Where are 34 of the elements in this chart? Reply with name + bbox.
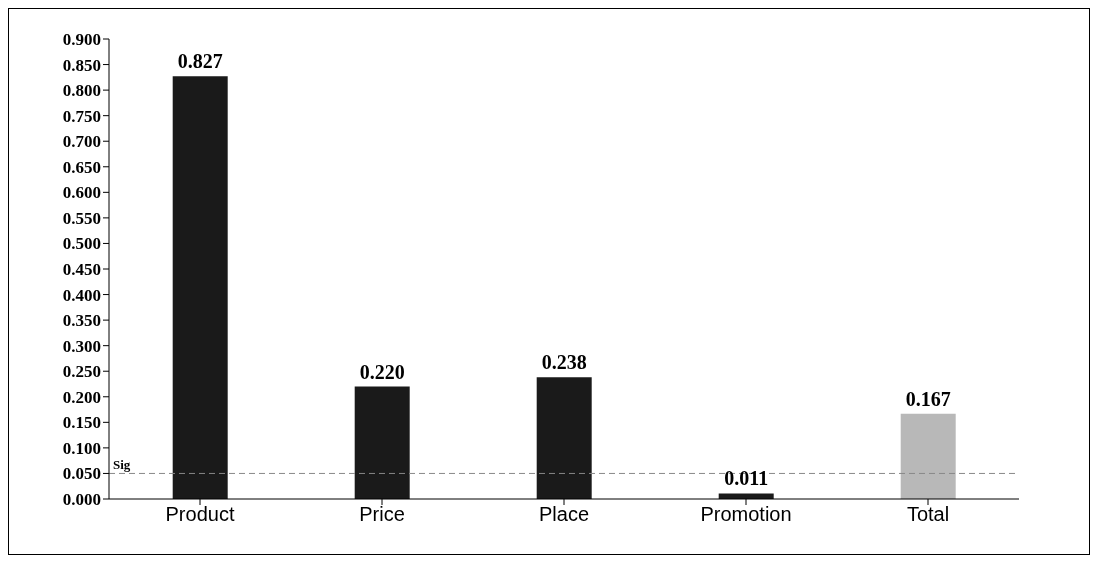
y-tick-label: 0.300 xyxy=(62,336,101,356)
y-tick-label: 0.400 xyxy=(62,285,101,305)
data-label: 0.011 xyxy=(724,467,769,490)
data-label: 0.220 xyxy=(359,360,405,383)
y-tick-label: 0.100 xyxy=(62,438,101,458)
y-tick-label: 0.550 xyxy=(62,208,101,228)
y-tick-label: 0.650 xyxy=(62,157,101,177)
data-label: 0.167 xyxy=(905,387,951,410)
y-tick-label: 0.000 xyxy=(62,490,101,510)
y-tick-label: 0.200 xyxy=(62,387,101,407)
y-tick-label: 0.250 xyxy=(62,362,101,382)
x-tick-label: Product xyxy=(165,503,235,526)
x-tick-label: Total xyxy=(906,503,950,526)
x-tick-label: Price xyxy=(359,503,405,526)
y-tick-label: 0.500 xyxy=(62,234,101,254)
y-tick-label: 0.050 xyxy=(62,464,101,484)
bar xyxy=(536,377,592,499)
bar xyxy=(900,413,956,499)
y-tick-label: 0.800 xyxy=(62,81,101,101)
data-label: 0.827 xyxy=(177,50,223,73)
y-tick-label: 0.600 xyxy=(62,183,101,203)
y-tick-label: 0.150 xyxy=(62,413,101,433)
data-label: 0.238 xyxy=(541,351,587,374)
y-tick-label: 0.900 xyxy=(62,30,101,50)
bar xyxy=(172,76,228,499)
y-tick-label: 0.700 xyxy=(62,132,101,152)
bar xyxy=(354,386,410,499)
x-tick-label: Place xyxy=(538,503,590,526)
y-tick-label: 0.750 xyxy=(62,106,101,126)
y-tick-label: 0.350 xyxy=(62,311,101,331)
ref-line-label: Sig xyxy=(113,457,131,473)
y-tick-label: 0.850 xyxy=(62,55,101,75)
y-tick-label: 0.450 xyxy=(62,260,101,280)
x-tick-label: Promotion xyxy=(700,503,792,526)
